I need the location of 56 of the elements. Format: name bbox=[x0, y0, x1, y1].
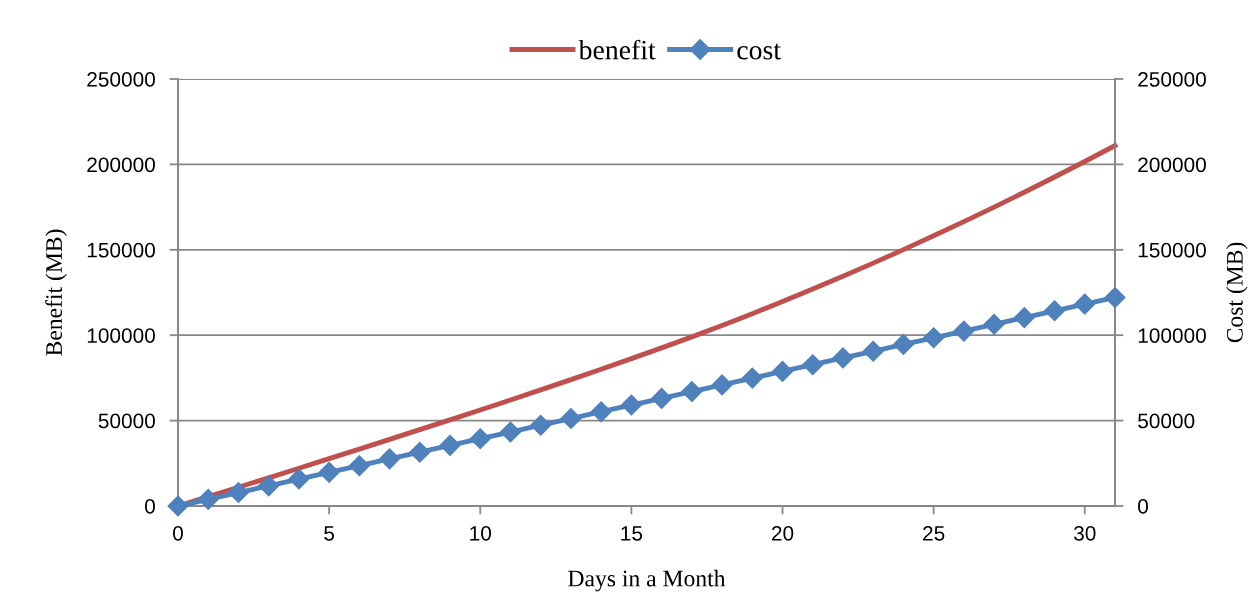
point bbox=[227, 481, 249, 504]
point bbox=[560, 408, 582, 430]
x-tick-label: 30 bbox=[1073, 525, 1096, 541]
point bbox=[681, 381, 703, 403]
y2-tick-label: 0 bbox=[1138, 499, 1148, 514]
y2-axis-title: Cost (MB) bbox=[1226, 242, 1248, 343]
point bbox=[772, 360, 794, 382]
y-tick-label: 250000 bbox=[87, 72, 155, 87]
point bbox=[651, 387, 673, 409]
point bbox=[590, 401, 612, 423]
legend-label: cost bbox=[737, 43, 781, 60]
x-tick-label: 15 bbox=[621, 526, 643, 541]
point bbox=[953, 320, 975, 342]
y-tick-label: 150000 bbox=[87, 242, 155, 258]
point bbox=[530, 414, 552, 436]
point bbox=[439, 434, 461, 456]
point bbox=[197, 488, 219, 510]
point bbox=[1074, 293, 1096, 315]
y-tick-label: 50000 bbox=[98, 413, 155, 429]
point bbox=[499, 421, 521, 443]
point bbox=[620, 394, 642, 416]
point bbox=[862, 340, 884, 362]
y-axis-title: Benefit (MB) bbox=[45, 229, 67, 356]
y2-tick-label: 250000 bbox=[1138, 72, 1206, 87]
point bbox=[409, 441, 431, 463]
x-tick-label: 10 bbox=[470, 525, 492, 541]
x-tick-label: 5 bbox=[324, 526, 335, 541]
y2-tick-label: 200000 bbox=[1138, 157, 1206, 173]
y-tick-label: 100000 bbox=[87, 328, 155, 343]
point bbox=[348, 455, 370, 477]
x-tick-label: 25 bbox=[923, 525, 945, 541]
y2-tick-label: 50000 bbox=[1138, 413, 1195, 429]
point bbox=[983, 313, 1005, 335]
legend-label: benefit bbox=[578, 39, 656, 60]
point bbox=[288, 468, 310, 490]
point bbox=[1044, 300, 1066, 322]
point bbox=[832, 347, 854, 369]
point bbox=[1104, 286, 1126, 308]
x-tick-label: 0 bbox=[173, 525, 183, 541]
point bbox=[1013, 307, 1035, 329]
point bbox=[318, 461, 340, 483]
point bbox=[258, 475, 280, 497]
point bbox=[469, 428, 491, 450]
y-tick-label: 0 bbox=[145, 499, 155, 514]
point bbox=[802, 354, 824, 376]
point bbox=[892, 333, 914, 355]
point bbox=[923, 327, 945, 349]
y-tick-label: 200000 bbox=[87, 157, 155, 173]
y2-tick-label: 150000 bbox=[1138, 242, 1206, 258]
x-tick-label: 20 bbox=[771, 525, 794, 541]
point bbox=[711, 374, 733, 396]
y2-tick-label: 100000 bbox=[1138, 328, 1206, 343]
point bbox=[379, 448, 401, 470]
x-axis-title: Days in a Month bbox=[568, 569, 726, 592]
point bbox=[741, 367, 763, 389]
point bbox=[167, 495, 189, 517]
